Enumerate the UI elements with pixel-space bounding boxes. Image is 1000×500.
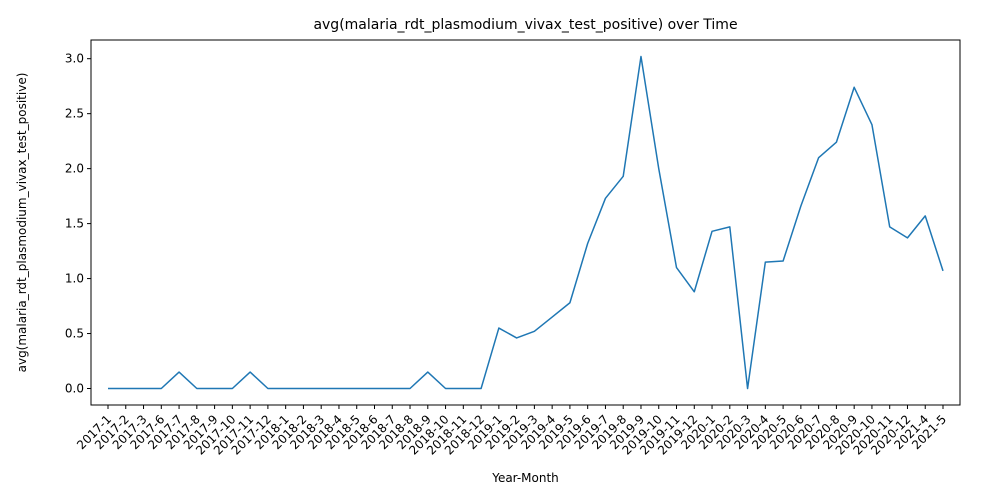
y-tick-label: 2.0 bbox=[65, 162, 84, 176]
y-tick-label: 0.0 bbox=[65, 382, 84, 396]
series-layer bbox=[107, 55, 944, 390]
y-tick-label: 1.5 bbox=[65, 217, 84, 231]
y-axis: 0.0 0.5 1.0 1.5 2.0 2.5 3.0 bbox=[65, 52, 91, 396]
y-tick-label: 1.0 bbox=[65, 272, 84, 286]
y-tick-label: 2.5 bbox=[65, 107, 84, 121]
x-axis-label: Year-Month bbox=[491, 471, 559, 485]
series-line bbox=[108, 55, 944, 390]
y-tick-label: 0.5 bbox=[65, 327, 84, 341]
chart-title: avg(malaria_rdt_plasmodium_vivax_test_po… bbox=[313, 17, 737, 33]
plot-area bbox=[90, 39, 961, 406]
x-axis: 2017-12017-22017-32017-62017-72017-82017… bbox=[74, 405, 949, 458]
y-axis-label: avg(malaria_rdt_plasmodium_vivax_test_po… bbox=[15, 73, 29, 373]
y-tick-label: 3.0 bbox=[65, 52, 84, 66]
